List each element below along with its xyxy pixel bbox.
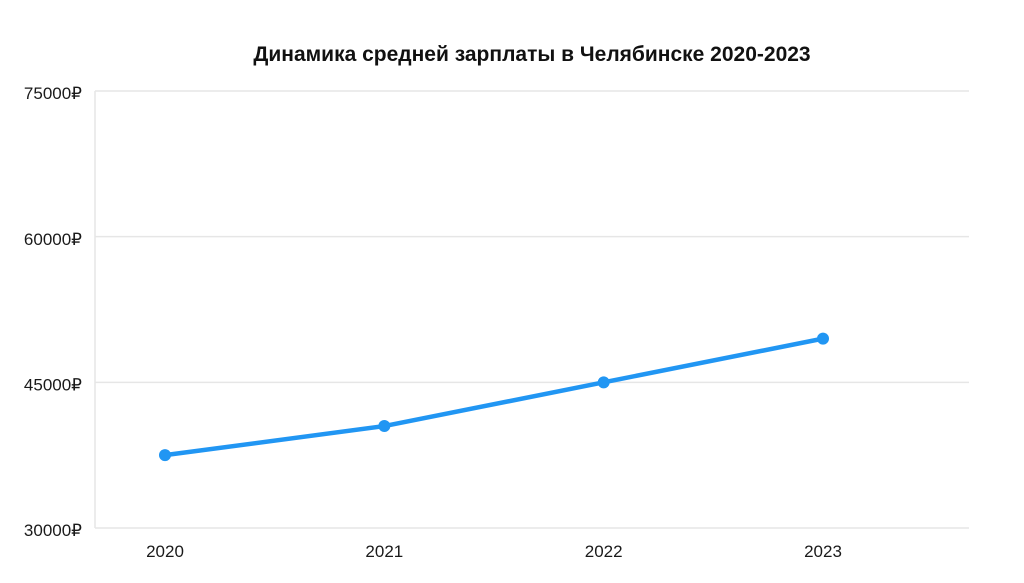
axis-labels-group: 30000₽ 45000₽ 60000₽ 75000₽ 2020 2021 2022 2023 [24, 84, 842, 561]
data-series-group [159, 332, 829, 462]
gridlines-group [94, 90, 969, 529]
x-tick-label-2022: 2022 [585, 542, 623, 561]
y-tick-label-45000: 45000₽ [24, 376, 82, 395]
x-tick-label-2021: 2021 [365, 542, 403, 561]
y-tick-label-60000: 60000₽ [24, 230, 82, 249]
data-point-2021[interactable] [378, 420, 391, 433]
chart-title: Динамика средней зарплаты в Челябинске 2… [253, 43, 810, 66]
x-tick-label-2023: 2023 [804, 542, 842, 561]
data-point-2022[interactable] [597, 376, 610, 389]
y-tick-label-75000: 75000₽ [24, 84, 82, 103]
data-point-2023[interactable] [817, 332, 829, 345]
salary-line [162, 336, 826, 458]
y-tick-label-30000: 30000₽ [24, 521, 82, 540]
x-tick-label-2020: 2020 [146, 542, 184, 561]
data-point-2020[interactable] [159, 449, 171, 462]
